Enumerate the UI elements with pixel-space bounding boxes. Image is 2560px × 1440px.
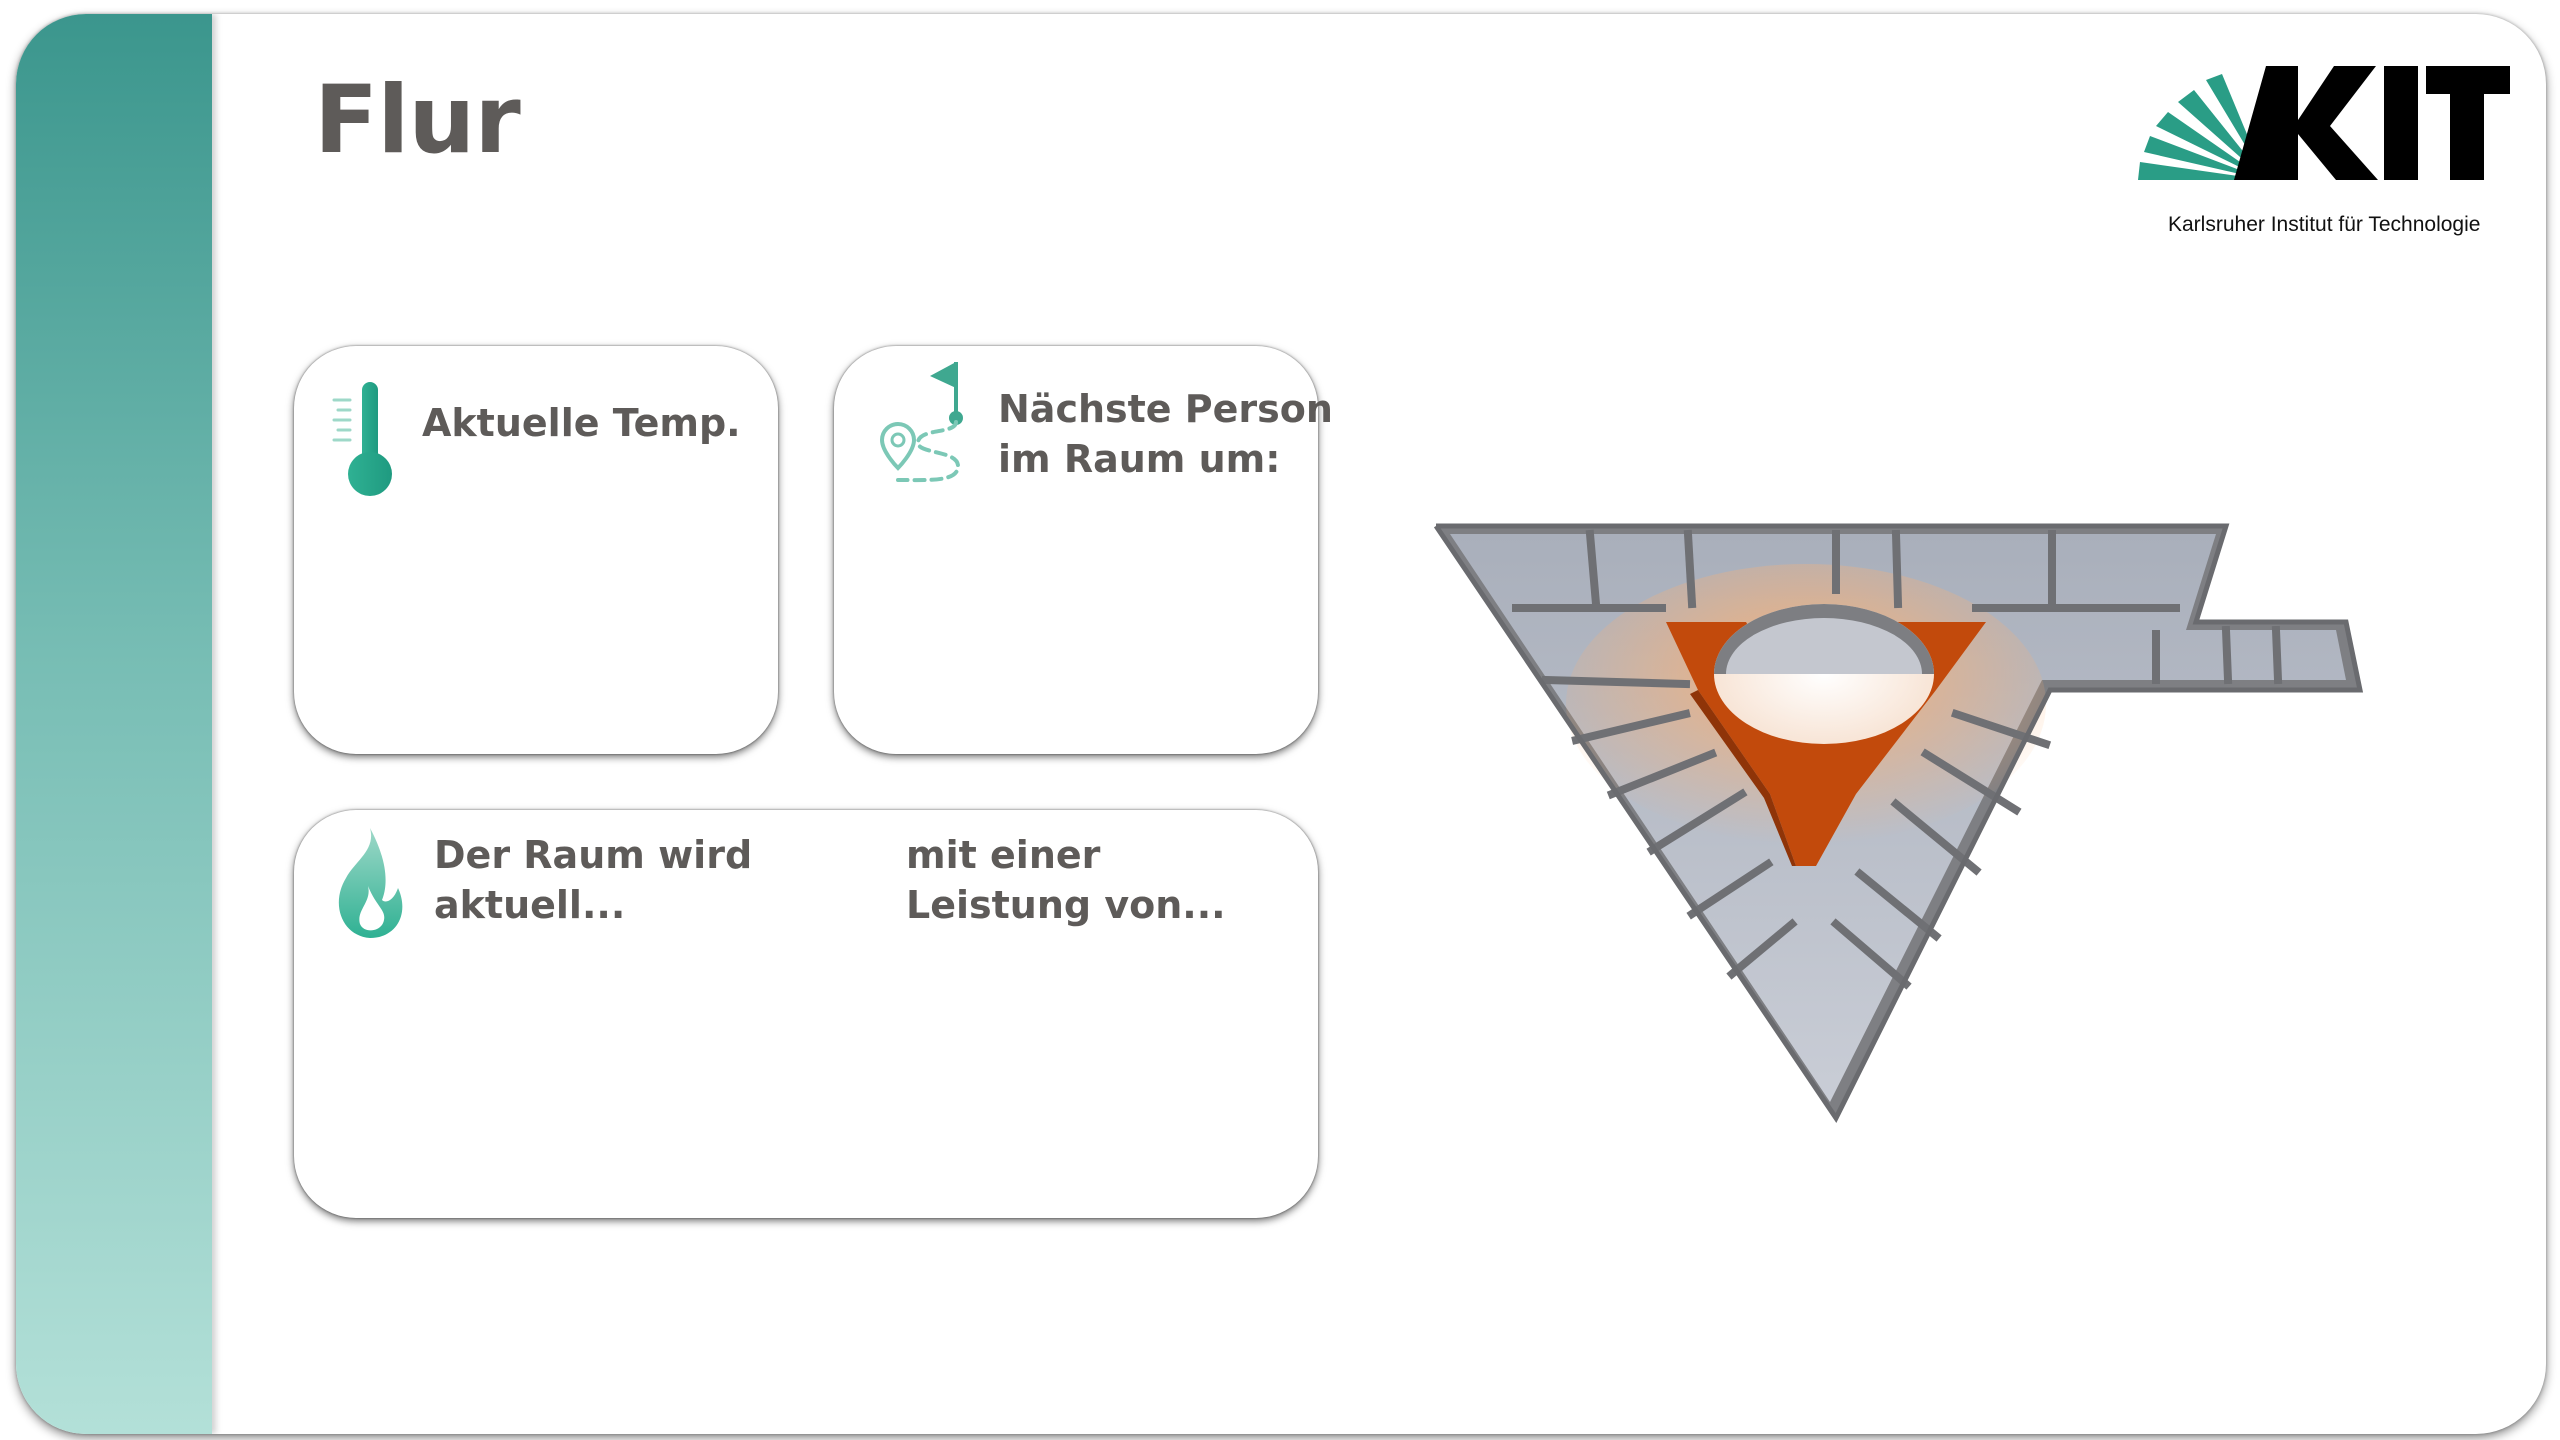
- heating-status-label-line2: aktuell...: [434, 883, 626, 927]
- kit-logo: Karlsruher Institut für Technologie: [2138, 50, 2518, 236]
- flame-icon: [338, 828, 403, 938]
- next-person-label-line1: Nächste Person: [998, 387, 1333, 431]
- kit-logo-mark: [2138, 66, 2510, 180]
- sidebar-accent-bar: [16, 14, 212, 1434]
- floorplan-3d: [1433, 523, 2364, 1123]
- temperature-label: Aktuelle Temp.: [422, 401, 741, 445]
- heating-card: Der Raum wird aktuell... mit einer Leist…: [294, 810, 1318, 1218]
- heating-power-label-line1: mit einer: [906, 833, 1101, 877]
- heating-power-label-line2: Leistung von...: [906, 883, 1226, 927]
- route-icon: [879, 362, 963, 483]
- thermometer-icon: [332, 382, 392, 496]
- next-person-card: Nächste Person im Raum um:: [834, 346, 1333, 754]
- slide: Flur Karlsruher Institut für Technologie: [16, 14, 2546, 1434]
- next-person-label-line2: im Raum um:: [998, 437, 1281, 481]
- heating-status-label-line1: Der Raum wird: [434, 833, 753, 877]
- kit-logo-subtitle: Karlsruher Institut für Technologie: [2168, 213, 2481, 236]
- temperature-card: Aktuelle Temp.: [294, 346, 778, 754]
- page-title: Flur: [314, 66, 521, 175]
